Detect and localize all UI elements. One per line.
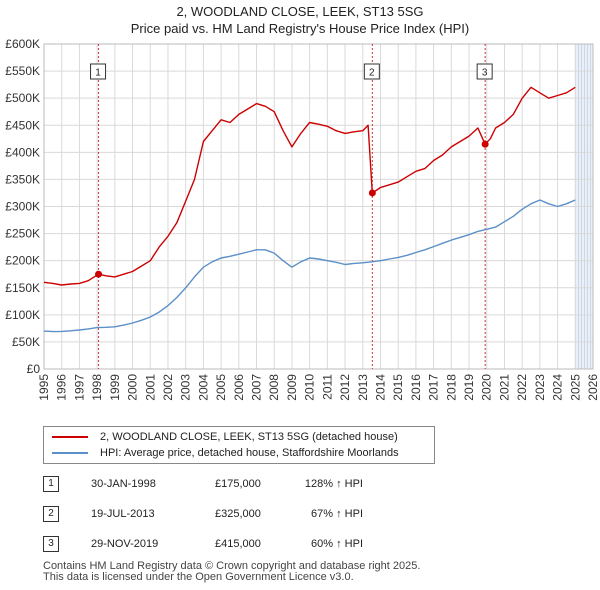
legend-swatch-hpi (52, 452, 88, 455)
sale-hpi-change: 67% ↑ HPI (311, 508, 363, 520)
property-price-line (43, 86, 576, 286)
legend-item-property: 2, WOODLAND CLOSE, LEEK, ST13 5SG (detac… (52, 429, 398, 445)
x-tick-label: 2024 (551, 374, 565, 401)
plot-frame (43, 43, 594, 370)
sale-number-label: 1 (95, 68, 101, 79)
footer-copyright: Contains HM Land Registry data © Crown c… (43, 560, 421, 572)
legend-label-hpi: HPI: Average price, detached house, Staf… (100, 447, 399, 459)
y-tick-label: £350K (5, 172, 40, 186)
sale-date: 30-JAN-1998 (91, 478, 156, 490)
sale-date: 29-NOV-2019 (91, 538, 159, 550)
x-tick-label: 1998 (90, 374, 104, 401)
sale-number-badge: 2 (43, 506, 59, 522)
footer-licence: This data is licensed under the Open Gov… (43, 571, 354, 583)
chart-subtitle: Price paid vs. HM Land Registry's House … (130, 21, 470, 36)
y-tick-label: £400K (5, 145, 40, 159)
sale-number-box (476, 63, 493, 80)
x-tick-label: 2005 (214, 374, 228, 401)
sale-number-badge: 3 (43, 536, 59, 552)
x-tick-label: 2006 (232, 374, 246, 401)
table-row: 3 29-NOV-2019 £415,000 60% ↑ HPI (43, 535, 463, 553)
sale-date: 19-JUL-2013 (91, 508, 155, 520)
x-tick-label: 2012 (338, 374, 352, 401)
sale-number-badge: 1 (43, 476, 59, 492)
x-tick-label: 2016 (409, 374, 423, 401)
x-tick-label: 1996 (55, 374, 69, 401)
x-tick-label: 2000 (126, 374, 140, 401)
x-tick-label: 2004 (196, 374, 210, 401)
y-tick-label: £300K (5, 200, 40, 214)
y-tick-label: £250K (5, 227, 40, 241)
x-tick-label: 2007 (250, 374, 264, 401)
chart-title: 2, WOODLAND CLOSE, LEEK, ST13 5SG (176, 4, 424, 19)
sale-price: £175,000 (215, 478, 261, 490)
x-tick-label: 2023 (533, 374, 547, 401)
table-row: 1 30-JAN-1998 £175,000 128% ↑ HPI (43, 475, 463, 493)
x-tick-label: 2015 (391, 374, 405, 401)
x-tick-label: 2002 (161, 374, 175, 401)
y-tick-label: £150K (5, 281, 40, 295)
sale-hpi-change: 128% ↑ HPI (304, 478, 363, 490)
x-tick-label: 2013 (356, 374, 370, 401)
sale-point (481, 140, 489, 148)
x-tick-label: 2021 (497, 374, 511, 401)
x-tick-label: 2022 (515, 374, 529, 401)
table-row: 2 19-JUL-2013 £325,000 67% ↑ HPI (43, 505, 463, 523)
x-tick-label: 2003 (179, 374, 193, 401)
y-tick-label: £600K (5, 37, 40, 51)
y-tick-label: £450K (5, 118, 40, 132)
sale-price: £415,000 (215, 538, 261, 550)
x-tick-label: 2010 (303, 374, 317, 401)
sale-point (368, 189, 376, 197)
sale-price: £325,000 (215, 508, 261, 520)
x-tick-label: 2017 (427, 374, 441, 401)
y-tick-label: £0 (27, 362, 41, 376)
x-tick-label: 2011 (320, 374, 334, 400)
y-tick-label: £500K (5, 91, 40, 105)
x-tick-label: 2025 (568, 374, 582, 401)
sale-number-box (363, 63, 380, 80)
y-tick-label: £100K (5, 308, 40, 322)
sale-point (95, 270, 103, 278)
legend-item-hpi: HPI: Average price, detached house, Staf… (52, 445, 399, 461)
x-tick-label: 2001 (143, 374, 157, 401)
x-tick-label: 2026 (586, 374, 600, 401)
sale-number-label: 3 (482, 68, 488, 79)
sale-number-box (90, 63, 107, 80)
hpi-line (43, 199, 576, 333)
legend-label-property: 2, WOODLAND CLOSE, LEEK, ST13 5SG (detac… (100, 431, 398, 443)
x-tick-label: 2009 (285, 374, 299, 401)
x-tick-label: 1995 (37, 374, 51, 401)
footer: Contains HM Land Registry data © Crown c… (43, 561, 420, 583)
y-tick-label: £200K (5, 254, 40, 268)
y-tick-label: £550K (5, 64, 40, 78)
sale-hpi-change: 60% ↑ HPI (311, 538, 363, 550)
x-tick-label: 2019 (462, 374, 476, 401)
legend-swatch-property (52, 436, 88, 439)
x-tick-label: 1997 (72, 374, 86, 401)
x-tick-label: 2018 (444, 374, 458, 401)
x-tick-label: 2008 (267, 374, 281, 401)
x-tick-label: 2014 (373, 374, 387, 401)
price-chart: £0 £50K £100K £150K £200K £250K £300K £350K £400… (5, 37, 600, 401)
x-tick-label: 2020 (480, 374, 494, 401)
x-tick-label: 1999 (108, 374, 122, 401)
y-tick-label: £50K (12, 335, 40, 349)
chart-legend: 2, WOODLAND CLOSE, LEEK, ST13 5SG (detac… (43, 426, 435, 464)
sale-number-label: 2 (369, 68, 375, 79)
